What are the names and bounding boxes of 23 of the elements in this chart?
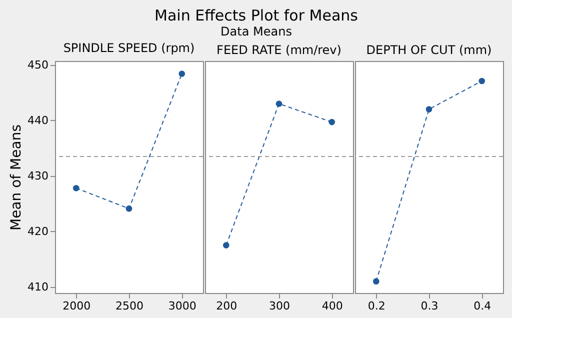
x-tick-label: 400	[322, 300, 343, 312]
x-tick-label: 0.2	[368, 300, 386, 312]
point	[178, 70, 186, 77]
chart-title: DEPTH OF CUT (mm)	[366, 43, 492, 57]
y-tick-label: 450	[28, 58, 48, 72]
y-tick-label: 420	[28, 224, 48, 238]
x-tick-label: 3000	[168, 300, 196, 312]
x-tick-label: 200	[216, 300, 238, 312]
x-tick-label: 0.3	[420, 300, 438, 312]
text: Main Effects Plot for Means	[154, 6, 358, 24]
x-tick-label: 0.4	[474, 300, 492, 312]
point	[126, 205, 132, 212]
y-tick-label: 410	[28, 280, 48, 294]
y-axis-title: Mean of Means	[8, 124, 25, 230]
chart-title: SPINDLE SPEED (rpm)	[63, 40, 195, 55]
text: Data Means	[220, 24, 292, 38]
point	[72, 184, 80, 192]
y-tick-label: 440	[28, 114, 48, 127]
chart-title: FEED RATE (mm/rev)	[216, 43, 342, 57]
x-tick-label: 2500	[116, 300, 144, 312]
x-tick-label: 2000	[62, 300, 91, 312]
y-tick-label: 430	[28, 169, 48, 182]
x-tick-label: 300	[269, 300, 290, 312]
